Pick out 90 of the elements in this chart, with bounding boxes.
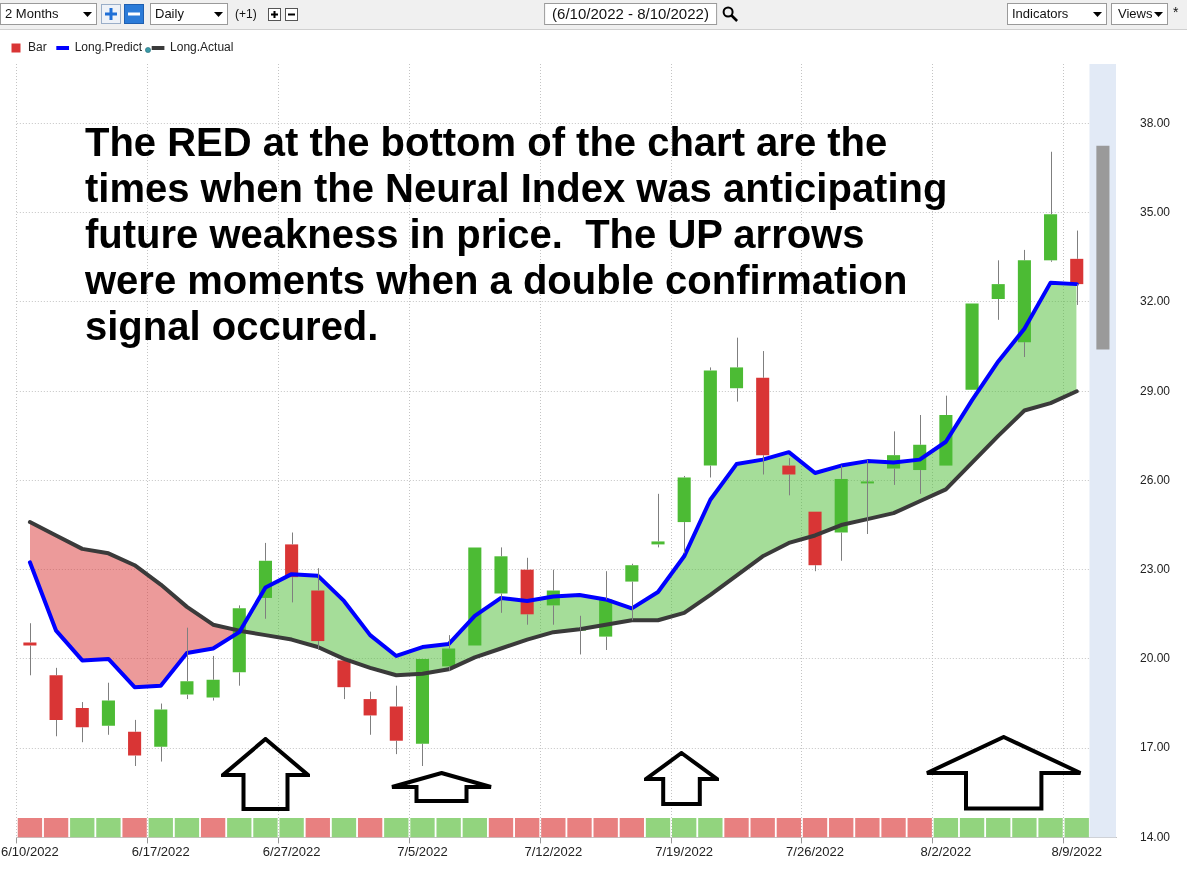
bar	[122, 818, 147, 838]
bar	[488, 818, 514, 838]
candlestick	[756, 350, 770, 475]
candlestick	[808, 511, 822, 572]
candlestick	[729, 337, 744, 403]
bar	[227, 818, 252, 838]
candlestick	[180, 627, 194, 700]
bar	[802, 818, 828, 838]
bar	[384, 818, 409, 838]
candlestick	[101, 682, 115, 736]
text: 2 Months	[5, 6, 59, 22]
y-tick-label: 32.00	[1140, 294, 1171, 309]
candlestick	[834, 465, 848, 562]
bar	[1064, 818, 1089, 838]
bar	[829, 818, 854, 838]
bar	[331, 818, 357, 838]
bar	[698, 818, 723, 838]
candlestick	[75, 701, 89, 743]
candlestick	[1044, 151, 1058, 261]
candlestick	[677, 477, 691, 554]
chart-title: (6/10/2022 - 8/10/2022)	[544, 3, 717, 25]
y-tick-label: 35.00	[1140, 205, 1171, 220]
candlestick	[389, 685, 403, 755]
bar	[959, 818, 985, 838]
annotation: The RED at the bottom of the chart are the times when the Neural Index was anticipating future weakness in price. The UP arrows were moments when a double confirmation signal occured.	[85, 119, 948, 349]
bar	[986, 818, 1011, 838]
y-tick-label: 14.00	[1140, 829, 1171, 844]
bar	[619, 818, 645, 838]
legend-label: Long.Actual	[170, 40, 234, 55]
candlestick	[49, 667, 63, 737]
x-tick-label: 8/9/2022	[1051, 843, 1103, 859]
legend-label: Long.Predict	[74, 40, 143, 55]
bar	[174, 818, 200, 838]
candlestick	[1070, 230, 1084, 306]
bar	[305, 818, 330, 838]
bar	[724, 818, 749, 838]
bar	[645, 818, 671, 838]
candlestick	[468, 547, 482, 646]
candlestick	[494, 546, 508, 614]
y-tick-label: 23.00	[1140, 562, 1171, 576]
candlestick	[1017, 249, 1031, 358]
bar	[1096, 145, 1110, 350]
y-tick-label: 26.00	[1140, 472, 1171, 487]
bar	[776, 818, 802, 838]
bar	[148, 818, 173, 838]
bar	[462, 818, 487, 838]
candlestick	[128, 719, 142, 767]
bar	[933, 818, 959, 838]
bar	[357, 818, 383, 838]
bar	[907, 818, 932, 838]
candlestick	[311, 567, 325, 651]
candlestick	[651, 493, 665, 548]
x-tick-label: 7/12/2022	[524, 843, 583, 859]
y-tick-label: 29.00	[1140, 383, 1171, 398]
y-tick-label: 17.00	[1140, 740, 1171, 755]
text: Indicators	[1012, 6, 1069, 22]
bar	[200, 818, 226, 838]
candlestick	[442, 634, 456, 672]
text: *	[1173, 4, 1179, 20]
candlestick	[415, 658, 430, 767]
legend-label: Bar	[28, 40, 47, 55]
candlestick	[337, 660, 351, 700]
candlestick	[363, 691, 377, 736]
text: Views	[1118, 6, 1153, 22]
candlestick	[206, 655, 220, 702]
x-tick-label: 7/26/2022	[786, 843, 844, 859]
bar	[96, 818, 121, 838]
x-tick-label: 6/17/2022	[131, 843, 190, 859]
candlestick	[703, 366, 717, 478]
y-tick-label: 20.00	[1140, 651, 1171, 666]
bar	[17, 818, 43, 838]
bar	[70, 818, 95, 838]
candlestick	[23, 622, 37, 676]
bar	[672, 818, 697, 838]
x-tick-label: 8/2/2022	[920, 843, 972, 859]
x-tick-label: 7/19/2022	[655, 843, 714, 859]
candlestick	[154, 703, 168, 763]
candlestick	[965, 303, 979, 390]
bar	[593, 818, 618, 838]
candlestick	[991, 259, 1005, 321]
y-tick-label: 38.00	[1140, 115, 1171, 130]
x-tick-label: 7/5/2022	[397, 843, 448, 859]
x-tick-label: 6/10/2022	[0, 843, 59, 859]
bar	[750, 818, 775, 838]
bar	[43, 818, 69, 838]
text: Daily	[155, 6, 184, 22]
text: (+1)	[235, 7, 257, 22]
bar	[514, 818, 540, 838]
candlestick	[860, 459, 874, 535]
x-tick-label: 6/27/2022	[262, 843, 321, 859]
